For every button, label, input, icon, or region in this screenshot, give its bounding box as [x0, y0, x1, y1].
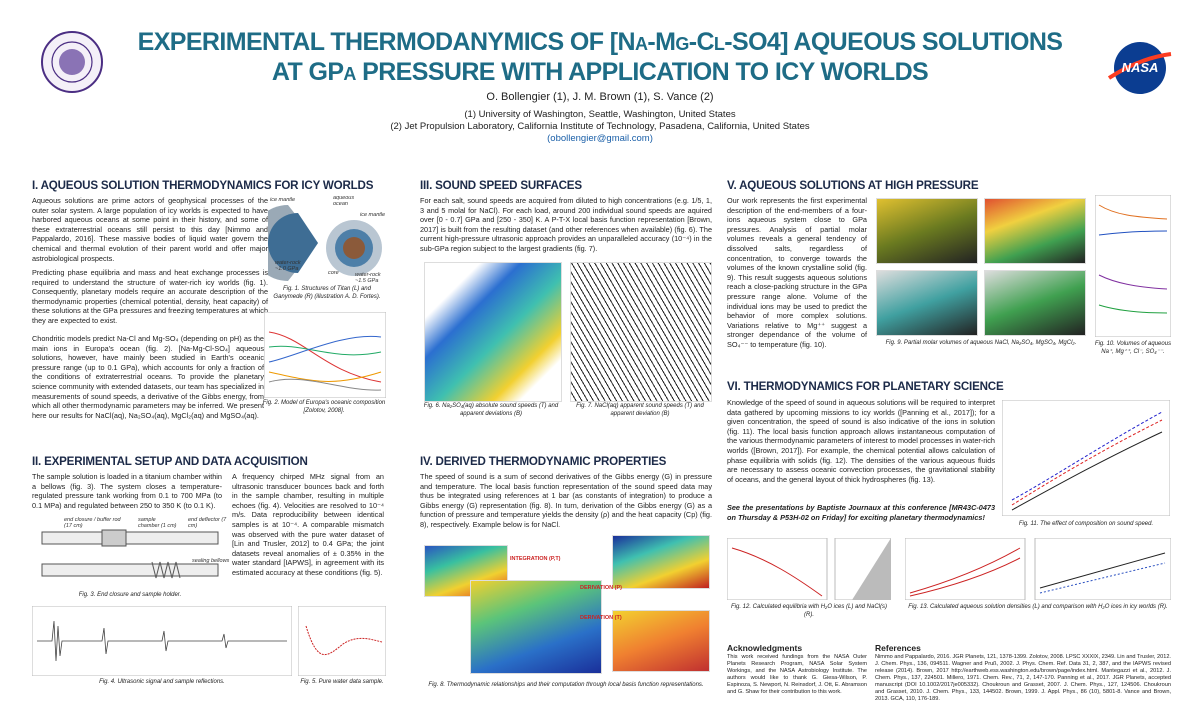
figure-9-panel — [876, 270, 978, 336]
figure-8-panel — [470, 580, 602, 674]
fig-label: core — [328, 270, 339, 276]
figure-2 — [264, 312, 386, 398]
section-heading: I. AQUEOUS SOLUTION THERMODYNAMICS FOR I… — [32, 179, 374, 192]
caption: Fig. 4. Ultrasonic signal and sample ref… — [99, 679, 225, 685]
paragraph: Knowledge of the speed of sound in aqueo… — [727, 398, 995, 484]
fig-label: DERIVATION (T) — [580, 615, 622, 621]
figure-6 — [424, 262, 562, 402]
nasa-logo: NASA — [1107, 42, 1172, 94]
caption: Fig. 9. Partial molar volumes of aqueous… — [885, 340, 1077, 346]
ref-heading: References — [875, 643, 921, 653]
paragraph: Chondritic models predict Na-Cl and Mg-S… — [32, 334, 264, 420]
paragraph: Our work represents the first experiment… — [727, 196, 867, 349]
fig-label: sealing bellows — [192, 558, 230, 564]
caption: Fig. 3. End closure and sample holder. — [78, 592, 182, 598]
caption: Fig. 2. Model of Europa's oceanic compos… — [262, 400, 386, 414]
fig-label: end closure / buffer rod (17 cm) — [64, 517, 121, 529]
figure-9-panel — [876, 198, 978, 264]
figure-9-panel — [984, 270, 1086, 336]
fig-label: ice mantle — [360, 212, 386, 218]
paragraph: Aqueous solutions are prime actors of ge… — [32, 196, 268, 263]
affiliation: (2) Jet Propulsion Laboratory, Californi… — [390, 121, 810, 132]
figure-5 — [298, 606, 386, 676]
caption: Fig. 7. NaCl(aq) apparent sound speeds (… — [576, 403, 704, 417]
ack-heading: Acknowledgments — [727, 643, 803, 653]
fig-label: ice mantle — [270, 197, 296, 203]
figure-3 — [41, 529, 219, 579]
fig-label: water-rock ~1.0 GPa — [275, 260, 301, 272]
caption: Fig. 12. Calculated equilibria with H₂O … — [730, 604, 887, 618]
caption: Fig. 1. Structures of Titan (L) and Gany… — [273, 286, 381, 300]
paragraph: The sample solution is loaded in a titan… — [32, 472, 222, 510]
figure-7 — [570, 262, 712, 402]
paragraph: The speed of sound is a sum of second de… — [420, 472, 712, 529]
figure-1 — [268, 205, 382, 281]
fig-label: water-rock ~1.5 GPa — [355, 272, 381, 284]
caption: Fig. 5. Pure water data sample. — [300, 679, 384, 685]
figure-13 — [905, 538, 1171, 600]
caption: Fig. 8. Thermodynamic relationships and … — [428, 682, 704, 688]
section-heading: II. EXPERIMENTAL SETUP AND DATA ACQUISIT… — [32, 455, 308, 468]
section-heading: III. SOUND SPEED SURFACES — [420, 179, 582, 192]
paragraph: A frequency chirped MHz signal from an u… — [232, 472, 384, 577]
fig-label: INTEGRATION (P,T) — [510, 556, 561, 562]
section-heading: IV. DERIVED THERMODYNAMIC PROPERTIES — [420, 455, 667, 468]
paragraph: Predicting phase equilibria and mass and… — [32, 268, 268, 325]
affiliation: (1) University of Washington, Seattle, W… — [464, 109, 736, 120]
fig-label: sample chamber (1 cm) — [138, 517, 177, 529]
figure-12 — [727, 538, 891, 600]
figure-8-panel — [612, 610, 710, 672]
paragraph: For each salt, sound speeds are acquired… — [420, 196, 712, 253]
email[interactable]: (obollengier@gmail.com) — [547, 133, 653, 144]
caption: Fig. 10. Volumes of aqueous Na⁺, Mg⁺⁺, C… — [1094, 341, 1172, 355]
note: See the presentations by Baptiste Journa… — [727, 503, 995, 522]
nasa-text: NASA — [1122, 60, 1159, 75]
title: AT GPa PRESSURE WITH APPLICATION TO ICY … — [271, 58, 929, 86]
figure-9-panel — [984, 198, 1086, 264]
section-heading: V. AQUEOUS SOLUTIONS AT HIGH PRESSURE — [727, 179, 979, 192]
title: EXPERIMENTAL THERMODANYMICS OF [Na-Mg-Cl… — [137, 28, 1063, 56]
figure-4 — [32, 606, 292, 676]
ref-text: Nimmo and Pappalardo, 2016. JGR Planets,… — [875, 654, 1171, 702]
uw-seal — [41, 31, 103, 93]
ack-text: This work received fundings from the NAS… — [727, 654, 867, 695]
fig-label: end deflector (7 cm) — [188, 517, 227, 529]
caption: Fig. 6. Na₂SO₄(aq) absolute sound speeds… — [423, 403, 559, 417]
figure-10 — [1095, 195, 1171, 337]
caption: Fig. 11. The effect of composition on so… — [1018, 521, 1154, 527]
caption: Fig. 13. Calculated aqueous solution den… — [908, 604, 1168, 610]
section-heading: VI. THERMODYNAMICS FOR PLANETARY SCIENCE — [727, 380, 1004, 393]
authors: O. Bollengier (1), J. M. Brown (1), S. V… — [486, 91, 714, 103]
figure-8-panel — [612, 535, 710, 589]
fig-label: aqueous ocean — [333, 195, 355, 207]
fig-label: DERIVATION (P) — [580, 585, 622, 591]
figure-11 — [1002, 400, 1170, 516]
